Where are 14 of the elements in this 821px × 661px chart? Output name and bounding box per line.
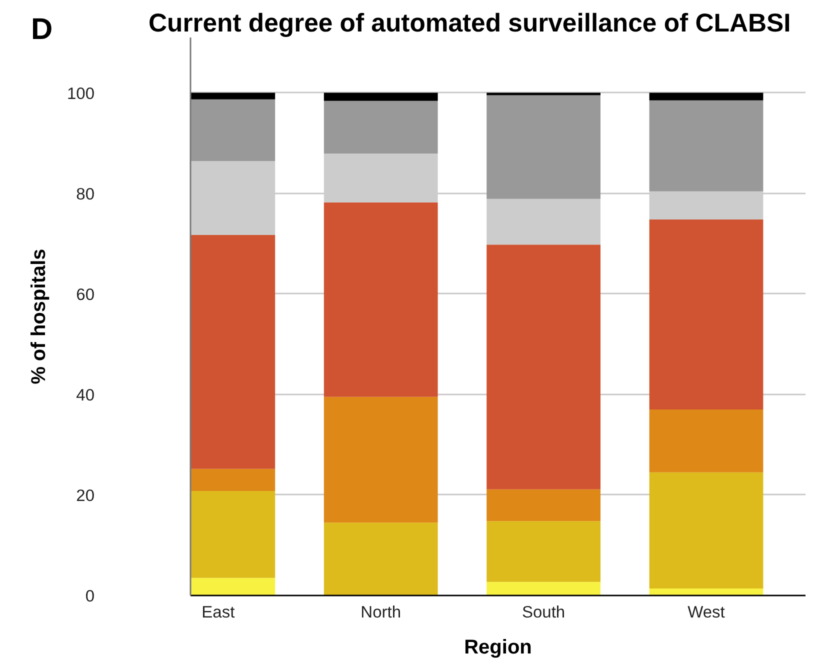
text: D xyxy=(31,13,53,46)
y-tick-label: 20 xyxy=(76,486,95,505)
x-tick-label: South xyxy=(522,604,566,622)
x-axis-title: Region xyxy=(464,636,532,658)
x-tick-label: East xyxy=(202,604,236,622)
chart-title: Current degree of automated surveillance of CLABSI xyxy=(148,10,791,38)
x-tick-label: West xyxy=(688,604,726,622)
y-tick-label: 80 xyxy=(76,185,95,204)
x-tick-label: North xyxy=(360,604,402,622)
y-tick-label: 40 xyxy=(76,386,95,404)
y-tick-label: 0 xyxy=(85,588,95,606)
y-tick-label: 100 xyxy=(66,84,94,103)
y-axis-title: % of hospitals xyxy=(28,248,50,384)
y-tick-label: 60 xyxy=(76,286,95,304)
